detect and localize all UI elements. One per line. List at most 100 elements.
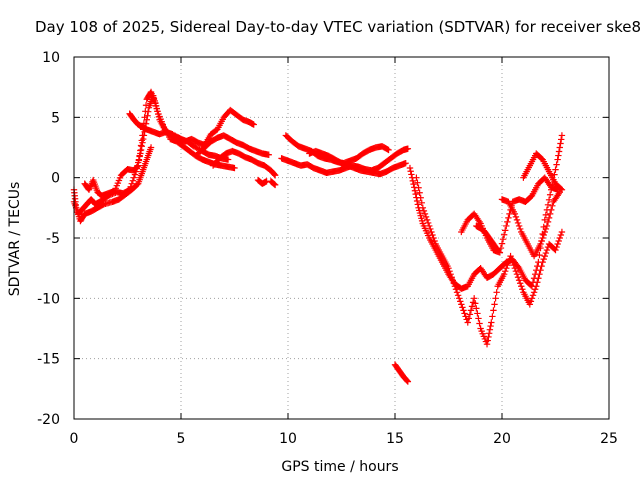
data-point [537, 240, 544, 248]
data-point [470, 295, 478, 302]
y-tick-label: -10 [37, 291, 60, 307]
x-tick-label: 25 [600, 431, 618, 447]
data-point-trail [537, 266, 544, 274]
data-point-trail [134, 163, 141, 170]
data-point-trail [538, 262, 545, 270]
data-point-trail [460, 307, 467, 314]
data-point [147, 144, 155, 151]
data-point-trail [556, 234, 563, 242]
data-point [558, 132, 566, 139]
series-track-m [406, 132, 566, 292]
data-point-trail [465, 315, 473, 322]
data-point [224, 156, 232, 163]
data-point-trail [427, 225, 434, 233]
data-point-trail [510, 261, 517, 269]
data-point-trail [141, 114, 148, 121]
data-point-trail [493, 289, 500, 296]
series-track-k [306, 147, 409, 178]
series-track-d [70, 144, 155, 225]
data-point-trail [271, 171, 278, 178]
data-point-trail [414, 201, 422, 208]
data-point-trail [137, 147, 144, 154]
data-point-trail [456, 295, 463, 302]
data-point-trail [418, 199, 425, 207]
data-point-trail [415, 184, 422, 191]
data-point-trail [473, 305, 480, 312]
data-point-trail [129, 177, 137, 184]
data-point [231, 164, 238, 172]
data-point [526, 301, 534, 308]
data-point-trail [558, 136, 565, 143]
data-point [404, 145, 412, 152]
data-point-trail [450, 280, 458, 287]
data-point-trail [557, 140, 564, 147]
data-point-trail [553, 243, 560, 251]
data-point-trail [136, 152, 143, 159]
data-point-trail [485, 330, 493, 337]
data-point-trail [430, 234, 437, 242]
data-point [500, 271, 508, 278]
series-track-c [126, 106, 257, 149]
data-point [539, 258, 546, 266]
data-point [404, 378, 412, 385]
data-point-trail [516, 225, 524, 233]
data-point-trail [410, 180, 417, 188]
data-point-trail [403, 377, 411, 384]
data-point-trail [549, 202, 556, 210]
y-tick-label: 10 [42, 50, 60, 66]
data-point-trail [142, 108, 149, 115]
data-point-trail [536, 271, 543, 278]
data-point-trail [489, 313, 496, 320]
series-track-h [267, 178, 279, 189]
data-point-trail [498, 240, 506, 247]
data-point-trail [514, 219, 522, 227]
data-point [402, 159, 409, 167]
data-point-trail [468, 303, 476, 310]
data-point-trail [552, 166, 559, 173]
y-axis-label: SDTVAR / TECUs [7, 182, 23, 297]
data-point-trail [447, 271, 454, 278]
data-point-trail [514, 263, 522, 270]
data-point-trail [544, 201, 552, 209]
data-point-trail [512, 213, 520, 221]
data-point-trail [484, 337, 491, 344]
data-point-trail [504, 261, 511, 269]
data-point [451, 283, 459, 290]
data-point-trail [530, 289, 538, 296]
data-point-trail [528, 295, 536, 302]
data-point-trail [137, 142, 145, 149]
data-point [271, 172, 279, 179]
data-point-trail [545, 196, 553, 203]
data-point-trail [472, 300, 479, 307]
data-point-trail [446, 267, 453, 275]
data-point-trail [491, 301, 498, 308]
y-tick-label: -15 [37, 352, 60, 368]
data-point-trail [452, 286, 460, 293]
data-point-trail [505, 214, 512, 222]
data-point-trail [459, 304, 466, 311]
y-tick-label: -20 [37, 412, 60, 428]
data-point [426, 222, 433, 230]
x-tick-label: 10 [279, 431, 297, 447]
data-point-trail [474, 310, 481, 317]
data-point-trail [531, 286, 539, 293]
data-point-trail [412, 190, 419, 198]
data-point-trail [486, 326, 494, 333]
data-point-trail [515, 277, 523, 284]
data-point-trail [493, 245, 501, 253]
series-track-f [209, 147, 279, 179]
data-point-trail [540, 231, 547, 239]
data-marks [70, 88, 566, 385]
data-point [554, 156, 561, 163]
data-point-trail [448, 274, 455, 281]
data-point-trail [414, 179, 421, 186]
data-point-trail [543, 246, 551, 254]
data-point [464, 319, 471, 326]
data-point-trail [466, 311, 474, 318]
chart-title: Day 108 of 2025, Sidereal Day-to-day VTE… [35, 18, 640, 36]
data-point-trail [539, 234, 546, 242]
data-point-trail [270, 180, 277, 187]
data-point-trail [506, 210, 513, 218]
data-point [135, 162, 142, 169]
